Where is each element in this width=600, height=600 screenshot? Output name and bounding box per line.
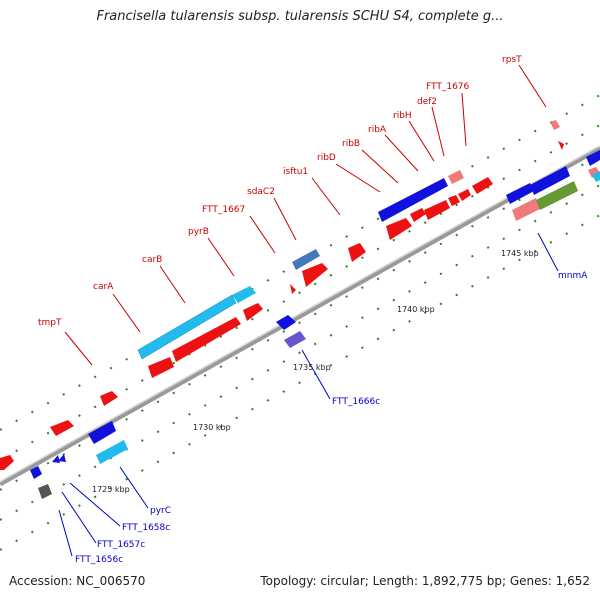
gene-pseudo[interactable] — [588, 167, 600, 178]
gene-label-def2[interactable]: def2 — [417, 97, 437, 107]
gene-label-isftu1[interactable]: isftu1 — [283, 167, 308, 177]
kbp-label-1745: 1745 kbp — [501, 249, 539, 258]
accession-text: Accession: NC_006570 — [9, 574, 146, 588]
gene-arrow[interactable] — [0, 455, 14, 470]
gene-label-mnmA[interactable]: mnmA — [558, 271, 588, 281]
gene-arrow[interactable] — [472, 177, 493, 194]
tick-grid — [0, 94, 600, 551]
gene-arrow[interactable] — [100, 391, 118, 406]
gene-label-carB[interactable]: carB — [142, 255, 162, 265]
gene-arrow[interactable] — [558, 141, 564, 150]
gene-label-ribA[interactable]: ribA — [368, 125, 387, 135]
gene-label-FTT_1667[interactable]: FTT_1667 — [202, 205, 245, 215]
gene-label-pyrC[interactable]: pyrC — [150, 506, 171, 516]
gene-label-ribD[interactable]: ribD — [317, 153, 336, 163]
gene-arrow-blue[interactable] — [506, 183, 534, 204]
gene-arrow-purple[interactable] — [284, 331, 306, 348]
gene-label-FTT_1676[interactable]: FTT_1676 — [426, 82, 470, 92]
genome-backbone-highlight — [0, 145, 600, 483]
gene-arrow-blue[interactable] — [586, 150, 600, 166]
reverse-genes — [30, 150, 600, 499]
gene-label-sdaC2[interactable]: sdaC2 — [247, 187, 275, 197]
gene-arrow[interactable] — [410, 208, 426, 222]
gene-arrow[interactable] — [458, 189, 471, 201]
gene-arrow[interactable] — [386, 218, 412, 240]
gene-arrow-blue[interactable] — [58, 454, 66, 462]
kbp-label-1740: 1740 kbp — [397, 305, 435, 314]
gene-arrow-blue[interactable] — [276, 315, 296, 330]
kbp-label-1735: 1735 kbp — [293, 363, 331, 372]
gene-arrow-blue[interactable] — [30, 466, 42, 479]
forward-leaders — [64, 64, 547, 366]
grid-line — [0, 124, 600, 461]
gene-arrow-olive[interactable] — [536, 181, 578, 210]
gene-arrow[interactable] — [348, 243, 366, 262]
gene-arrow-blue[interactable] — [378, 178, 448, 222]
gene-label-FTT_1656c[interactable]: FTT_1656c — [75, 555, 123, 565]
gene-arrow[interactable] — [448, 195, 460, 206]
gene-arrow-steel[interactable] — [292, 249, 320, 270]
forward-genes — [0, 120, 600, 470]
gene-arrow[interactable] — [50, 420, 74, 436]
genome-summary-text: Topology: circular; Length: 1,892,775 bp… — [260, 574, 590, 588]
grid-line — [0, 154, 600, 491]
gene-arrow-blue[interactable] — [530, 166, 570, 195]
gene-arrow[interactable] — [302, 263, 328, 287]
gene-arrow[interactable] — [243, 303, 263, 321]
gene-pseudo[interactable] — [550, 120, 560, 130]
gene-arrow[interactable] — [172, 317, 241, 362]
gene-arrow[interactable] — [290, 284, 296, 294]
gene-label-pyrB[interactable]: pyrB — [188, 227, 209, 237]
gene-label-rpsT[interactable]: rpsT — [502, 55, 522, 65]
grid-line — [0, 184, 600, 521]
gene-pseudo[interactable] — [512, 198, 540, 221]
gene-arrow[interactable] — [148, 357, 174, 378]
gene-label-tmpT[interactable]: tmpT — [38, 318, 62, 328]
map-title: Francisella tularensis subsp. tularensis… — [96, 9, 504, 24]
gene-label-FTT_1658c[interactable]: FTT_1658c — [122, 523, 170, 533]
grid-line — [0, 214, 600, 551]
gene-arrow-cyan[interactable] — [137, 294, 237, 360]
gene-arrow[interactable] — [424, 200, 450, 220]
gene-label-ribH[interactable]: ribH — [393, 111, 412, 121]
gene-label-ribB[interactable]: ribB — [342, 139, 360, 149]
gene-label-FTT_1657c[interactable]: FTT_1657c — [97, 540, 145, 550]
gene-label-FTT_1666c[interactable]: FTT_1666c — [332, 397, 380, 407]
gene-arrow-cyan[interactable] — [96, 440, 128, 464]
gene-label-carA[interactable]: carA — [93, 282, 114, 292]
gene-arrow-cyan[interactable] — [232, 286, 256, 303]
kbp-label-1725: 1725 kbp — [92, 485, 130, 494]
gene-arrow-cyan[interactable] — [592, 171, 600, 182]
kbp-label-1730: 1730 kbp — [193, 423, 231, 432]
reverse-leaders — [58, 232, 559, 557]
gene-arrow-blue[interactable] — [88, 421, 116, 444]
gene-arrow-gray[interactable] — [38, 484, 52, 499]
gene-pseudo[interactable] — [448, 170, 464, 184]
